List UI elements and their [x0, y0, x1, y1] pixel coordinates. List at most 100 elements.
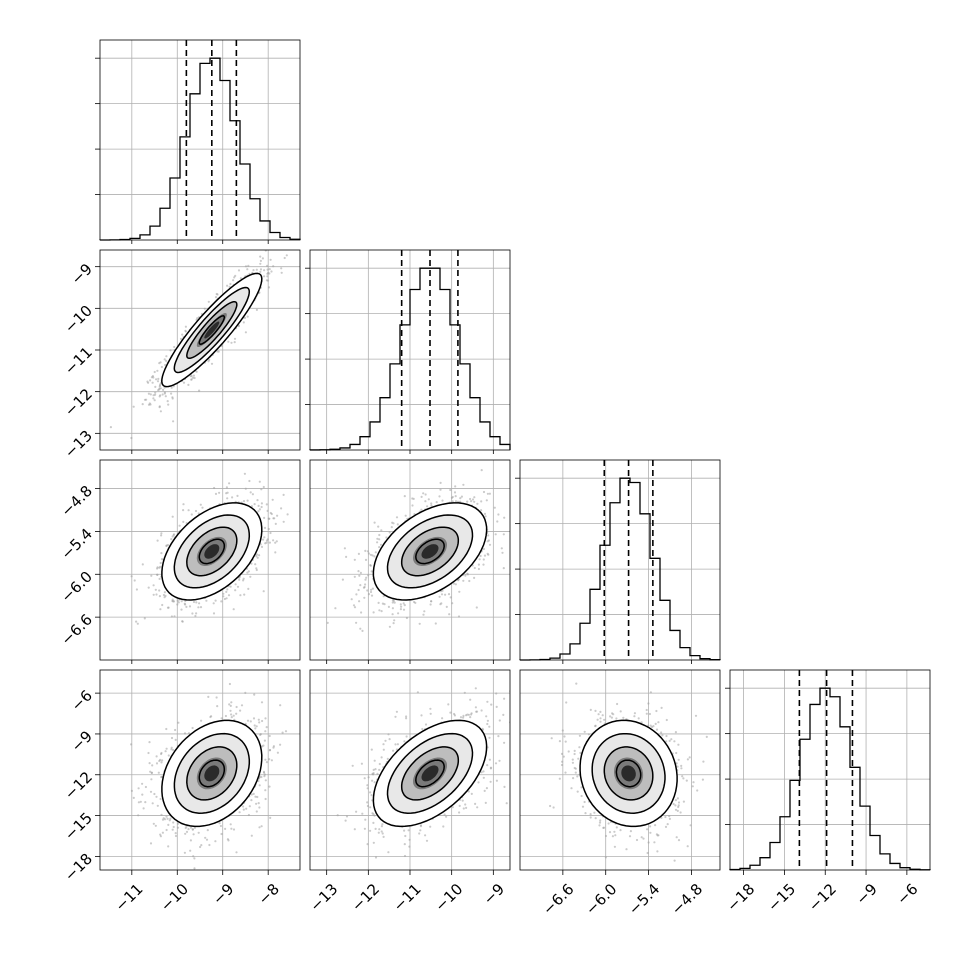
scatter-point — [371, 587, 374, 590]
scatter-point — [664, 825, 668, 829]
scatter-point — [374, 856, 378, 859]
histogram-panel-0 — [95, 39, 301, 241]
scatter-point — [172, 420, 175, 423]
scatter-point — [576, 790, 579, 793]
scatter-point — [497, 513, 500, 516]
scatter-point — [702, 760, 705, 763]
panel-frame — [729, 669, 931, 871]
scatter-point — [387, 733, 390, 736]
scatter-point — [275, 540, 278, 543]
scatter-point — [611, 835, 615, 838]
scatter-point — [454, 485, 457, 488]
scatter-point — [336, 814, 339, 817]
scatter-point — [485, 499, 488, 502]
scatter-point — [429, 603, 432, 606]
scatter-point — [165, 355, 168, 358]
scatter-point — [263, 775, 266, 778]
scatter-point — [581, 805, 585, 808]
scatter-point — [210, 362, 214, 365]
scatter-point — [599, 720, 602, 723]
scatter-point — [180, 600, 183, 603]
scatter-point — [234, 589, 237, 592]
contour-line-2 — [173, 286, 251, 374]
scatter-point — [429, 712, 432, 715]
scatter-point — [469, 497, 472, 501]
scatter-point — [149, 393, 152, 396]
scatter-point — [159, 387, 162, 390]
scatter-point — [637, 717, 640, 720]
scatter-point — [185, 605, 188, 609]
scatter-point — [583, 800, 586, 804]
histogram-panel-3 — [725, 669, 931, 871]
scatter-point — [262, 590, 265, 593]
scatter-point — [463, 691, 466, 694]
scatter-point — [438, 595, 441, 598]
scatter-point — [421, 727, 424, 731]
scatter-point — [457, 615, 461, 618]
scatter-point — [676, 809, 679, 813]
scatter-point — [252, 792, 255, 796]
density-fill-4 — [204, 321, 220, 339]
scatter-point — [158, 577, 161, 581]
scatter-point — [218, 491, 221, 494]
scatter-point — [587, 733, 591, 736]
scatter-point — [496, 520, 499, 523]
scatter-point — [503, 516, 506, 519]
scatter-point — [515, 509, 517, 511]
scatter-point — [371, 554, 374, 557]
scatter-point — [152, 376, 155, 379]
y-tick-label: −13 — [61, 427, 96, 462]
scatter-point — [195, 370, 198, 373]
scatter-point — [254, 795, 257, 798]
scatter-point — [483, 512, 487, 516]
scatter-point — [397, 612, 400, 615]
scatter-point — [488, 736, 491, 739]
scatter-point — [171, 515, 174, 518]
panel-content — [326, 469, 517, 633]
scatter-point — [226, 284, 229, 287]
scatter-point — [549, 804, 552, 808]
scatter-point — [503, 741, 506, 744]
scatter-point — [193, 376, 196, 380]
scatter-point — [174, 832, 177, 835]
scatter-point — [665, 718, 668, 722]
scatter-point — [163, 392, 166, 395]
scatter-point — [189, 839, 192, 842]
scatter-point — [242, 805, 245, 808]
scatter-point — [192, 855, 195, 858]
scatter-point — [214, 296, 218, 299]
scatter-point — [386, 757, 389, 761]
scatter-point — [240, 704, 244, 707]
scatter-point — [404, 514, 407, 517]
scatter-point — [453, 712, 456, 716]
scatter-point — [266, 264, 269, 267]
scatter-point — [358, 600, 361, 603]
scatter-point — [674, 799, 678, 802]
scatter-point — [204, 836, 207, 839]
scatter-point — [427, 498, 430, 501]
scatter-point — [396, 743, 399, 746]
scatter-point — [281, 731, 284, 734]
scatter-point — [598, 824, 601, 827]
scatter-point — [173, 615, 176, 618]
scatter-point — [170, 748, 173, 751]
scatter-point — [392, 522, 395, 525]
scatter-point — [609, 715, 612, 718]
scatter-point — [454, 495, 457, 498]
scatter-point — [388, 625, 391, 628]
scatter-point — [380, 529, 383, 532]
scatter-point — [244, 691, 247, 695]
scatter-point — [495, 705, 498, 709]
contour-line-3 — [161, 272, 263, 388]
scatter-point — [476, 502, 479, 505]
scatter-point — [486, 492, 489, 495]
scatter-point — [152, 584, 155, 587]
scatter-point — [260, 545, 264, 549]
scatter-point — [485, 715, 488, 718]
scatter-point — [188, 605, 192, 608]
scatter-point — [392, 749, 395, 752]
scatter-point — [660, 731, 663, 734]
scatter-point — [237, 269, 241, 272]
scatter-point — [412, 497, 415, 500]
scatter-point — [367, 776, 370, 779]
